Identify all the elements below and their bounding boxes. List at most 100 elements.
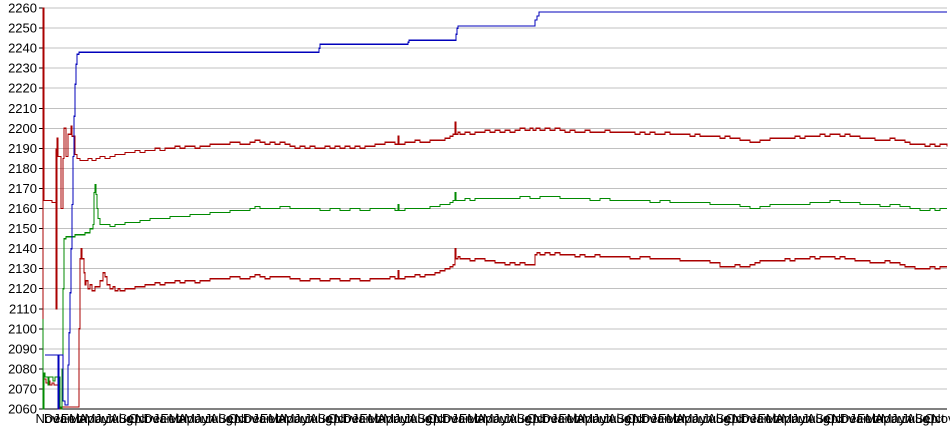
y-tick-label: 2200	[8, 121, 37, 136]
x-tick-label: Nov	[36, 411, 60, 426]
x-tick-label: May	[582, 411, 607, 426]
y-tick-label: 2100	[8, 321, 37, 336]
y-tick-label: 2110	[9, 301, 37, 316]
x-tick-label: Jan	[551, 411, 572, 426]
y-tick-label: 2170	[8, 181, 37, 196]
y-tick-label: 2140	[8, 241, 37, 256]
x-tick-label: Jun	[493, 411, 514, 426]
x-tick-label: Jul	[304, 411, 321, 426]
x-tick-label: Oct	[526, 411, 547, 426]
y-axis-labels: 2060 2070 2080 2090 2100 2110 2120 2130 2140 2150…	[8, 1, 37, 417]
y-tick-label: 2240	[8, 41, 37, 56]
x-tick-label: Dec	[641, 411, 665, 426]
x-tick-label: Jul	[603, 411, 620, 426]
x-tick-label: Feb	[757, 411, 779, 426]
x-axis-labels: NovDecJanFebMarAprMayJunJulAugSepOctNovD…	[36, 411, 950, 426]
x-tick-label: Dec	[741, 411, 765, 426]
x-tick-label: Jul	[702, 411, 719, 426]
x-tick-label: Nov	[235, 411, 259, 426]
x-tick-label: Oct	[626, 411, 647, 426]
x-tick-label: Sep	[815, 411, 838, 426]
x-tick-label: Jan	[252, 411, 273, 426]
y-tick-label: 2180	[8, 161, 37, 176]
x-tick-label: Jun	[791, 411, 812, 426]
x-tick-label: Apr	[775, 411, 796, 426]
x-tick-label: Feb	[260, 411, 282, 426]
x-tick-label: Jul	[205, 411, 222, 426]
x-tick-label: Mar	[69, 411, 92, 426]
x-tick-label: Apr	[377, 411, 398, 426]
x-tick-label: Jun	[592, 411, 613, 426]
x-tick-label: Feb	[857, 411, 879, 426]
x-tick-label: May	[383, 411, 408, 426]
x-tick-label: Oct	[924, 411, 945, 426]
x-tick-label: Jan	[451, 411, 472, 426]
x-tick-label: Jun	[692, 411, 713, 426]
gridlines	[43, 7, 947, 410]
x-tick-label: Dec	[442, 411, 466, 426]
x-tick-label: Sep	[318, 411, 341, 426]
y-tick-label: 2070	[8, 381, 37, 396]
x-tick-label: Sep	[218, 411, 241, 426]
x-tick-label: Oct	[327, 411, 348, 426]
x-tick-label: Jun	[891, 411, 912, 426]
x-tick-label: Aug	[508, 411, 531, 426]
x-tick-label: Sep	[915, 411, 938, 426]
x-tick-label: Aug	[309, 411, 332, 426]
x-tick-label: Dec	[840, 411, 864, 426]
y-tick-label: 2190	[8, 141, 37, 156]
x-tick-label: Oct	[725, 411, 746, 426]
x-tick-label: Aug	[807, 411, 830, 426]
y-tick-label: 2090	[8, 341, 37, 356]
blue-step-series	[45, 11, 947, 410]
y-tick-label: 2160	[8, 201, 37, 216]
x-tick-label: Nov	[931, 411, 950, 426]
x-tick-label: Aug	[707, 411, 730, 426]
x-tick-label: Jun	[95, 411, 116, 426]
x-tick-label: Mar	[169, 411, 192, 426]
x-tick-label: Jul	[802, 411, 819, 426]
x-tick-label: May	[184, 411, 209, 426]
x-tick-label: Nov	[732, 411, 756, 426]
x-tick-label: Nov	[633, 411, 657, 426]
x-tick-label: Apr	[278, 411, 299, 426]
x-tick-label: Jul	[105, 411, 122, 426]
x-tick-label: Dec	[342, 411, 366, 426]
y-tick-label: 2230	[8, 61, 37, 76]
x-tick-label: Mar	[666, 411, 689, 426]
x-tick-label: Jan	[849, 411, 870, 426]
x-tick-label: Sep	[417, 411, 440, 426]
x-tick-label: Jan	[53, 411, 74, 426]
x-tick-label: Apr	[477, 411, 498, 426]
y-tick-label: 2130	[8, 261, 37, 276]
x-tick-label: Mar	[368, 411, 391, 426]
x-tick-label: Mar	[268, 411, 291, 426]
series-lines	[42, 7, 948, 410]
x-tick-label: Oct	[228, 411, 249, 426]
x-tick-label: Dec	[243, 411, 267, 426]
x-tick-label: Oct	[825, 411, 846, 426]
x-tick-label: Feb	[459, 411, 481, 426]
x-tick-label: Nov	[533, 411, 557, 426]
y-tick-label: 2150	[8, 221, 37, 236]
x-tick-label: Apr	[178, 411, 199, 426]
x-tick-label: Aug	[906, 411, 929, 426]
x-tick-label: May	[781, 411, 806, 426]
x-tick-label: Mar	[567, 411, 590, 426]
x-tick-label: Nov	[135, 411, 159, 426]
x-tick-label: Sep	[517, 411, 540, 426]
x-tick-label: Aug	[409, 411, 432, 426]
y-tick-label: 2080	[8, 361, 37, 376]
x-tick-label: Jul	[503, 411, 520, 426]
x-tick-label: Feb	[160, 411, 182, 426]
x-tick-label: Nov	[434, 411, 458, 426]
x-tick-label: Sep	[616, 411, 639, 426]
x-tick-label: Jul	[901, 411, 918, 426]
x-tick-label: Nov	[832, 411, 856, 426]
x-tick-label: Jun	[294, 411, 315, 426]
x-tick-label: Jan	[153, 411, 174, 426]
x-tick-label: Sep	[716, 411, 739, 426]
x-tick-label: Dec	[44, 411, 68, 426]
x-tick-label: Jun	[393, 411, 414, 426]
